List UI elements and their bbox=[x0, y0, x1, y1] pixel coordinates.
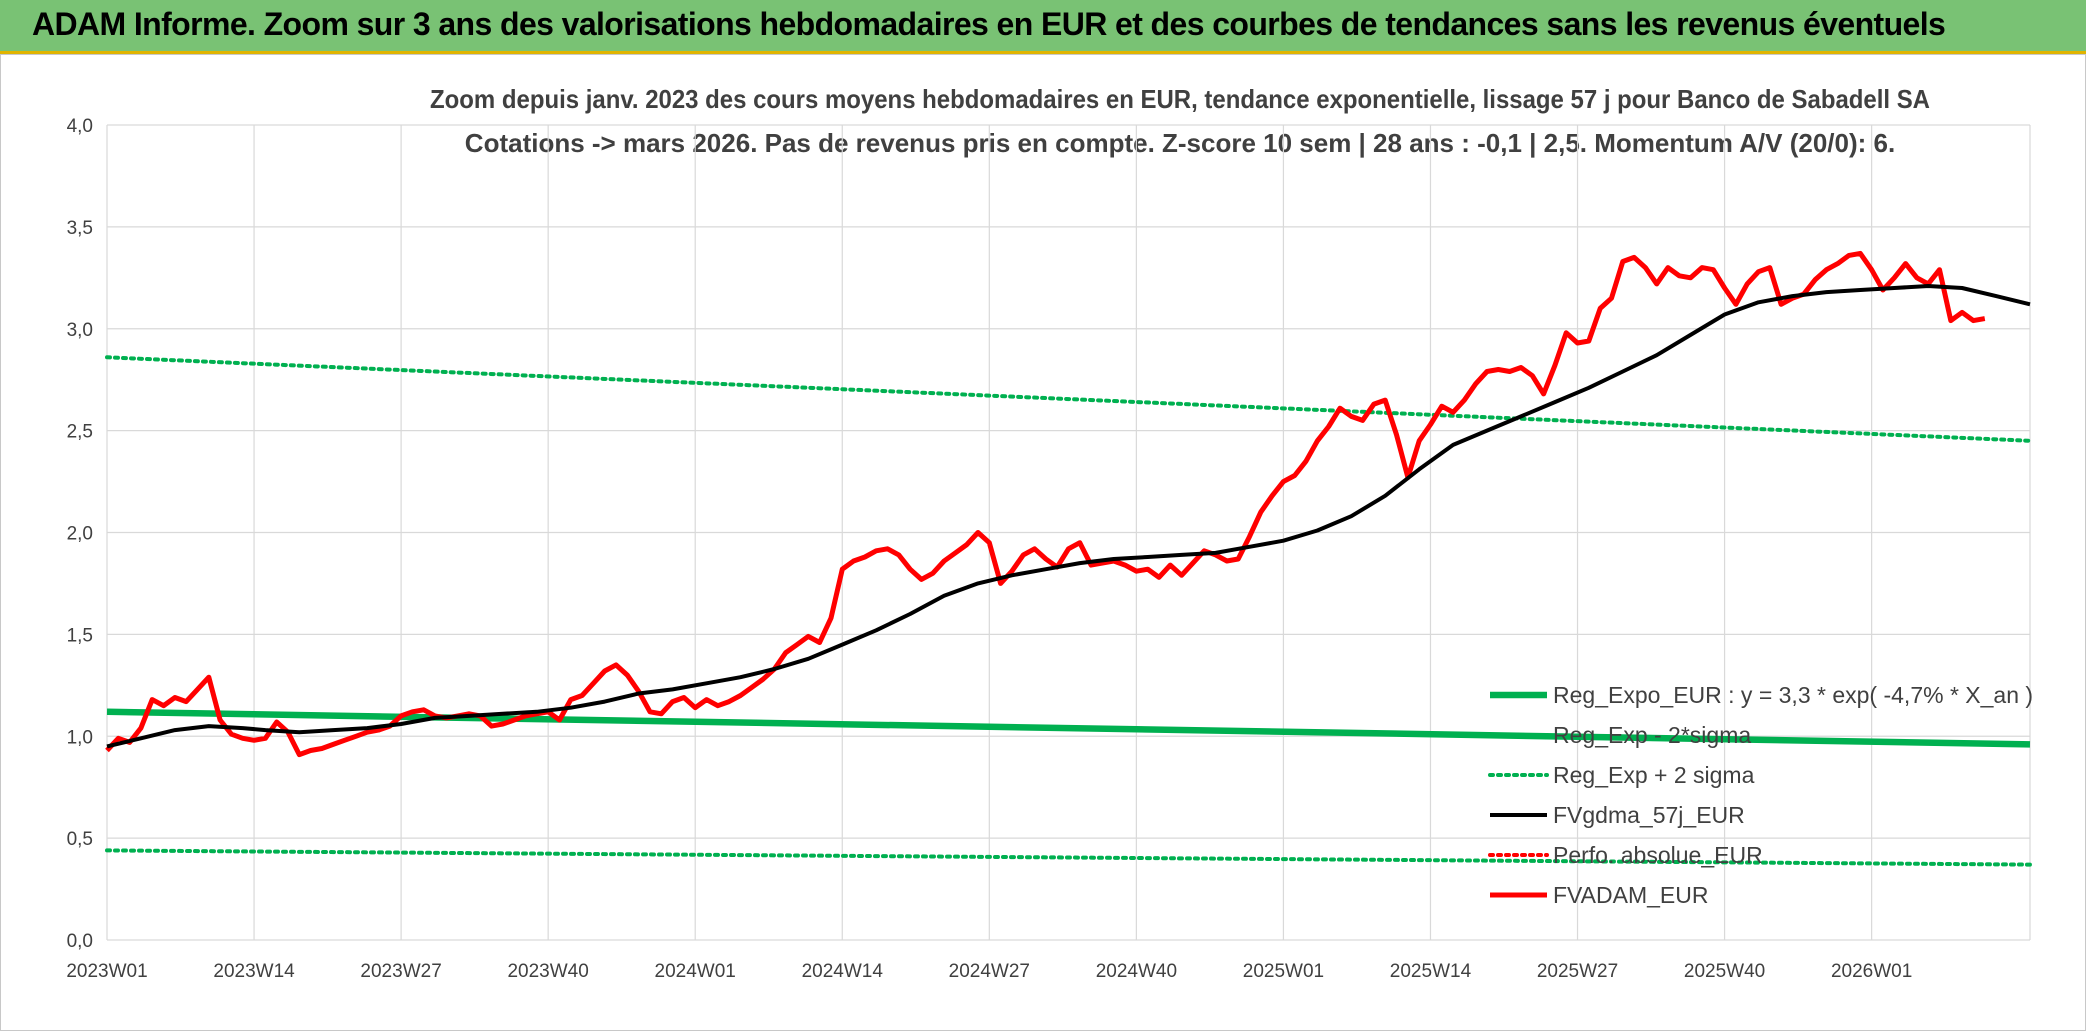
series-line-1 bbox=[105, 848, 2032, 867]
legend-label: Reg_Exp - 2*sigma bbox=[1553, 722, 1751, 748]
y-tick-label: 4,0 bbox=[67, 116, 93, 137]
chart-title-line1: Zoom depuis janv. 2023 des cours moyens … bbox=[430, 84, 1930, 114]
report-banner: ADAM Informe. Zoom sur 3 ans des valoris… bbox=[0, 0, 2086, 54]
legend: Reg_Expo_EUR : y = 3,3 * exp( -4,7% * X_… bbox=[1488, 682, 2033, 908]
x-tick-label: 2025W27 bbox=[1537, 961, 1618, 982]
series-line-2 bbox=[105, 355, 2032, 443]
x-tick-label: 2026W01 bbox=[1831, 961, 1912, 982]
series-layer bbox=[105, 250, 2032, 867]
legend-label: Perfo. absolue_EUR bbox=[1553, 842, 1763, 868]
series-line-5 bbox=[105, 250, 1986, 758]
y-tick-label: 3,0 bbox=[67, 320, 93, 341]
legend-label: FVADAM_EUR bbox=[1553, 882, 1709, 908]
y-tick-label: 3,5 bbox=[67, 218, 93, 239]
x-tick-label: 2023W27 bbox=[360, 961, 441, 982]
x-tick-label: 2024W40 bbox=[1096, 961, 1177, 982]
y-tick-label: 0,0 bbox=[67, 931, 93, 952]
x-tick-label: 2025W01 bbox=[1243, 961, 1324, 982]
x-tick-label: 2023W01 bbox=[66, 961, 147, 982]
x-tick-label: 2025W14 bbox=[1390, 961, 1472, 982]
y-tick-label: 0,5 bbox=[67, 829, 93, 850]
x-tick-label: 2024W27 bbox=[949, 961, 1030, 982]
report-title: ADAM Informe. Zoom sur 3 ans des valoris… bbox=[32, 6, 1946, 42]
chart-title-line2: Cotations -> mars 2026. Pas de revenus p… bbox=[465, 128, 1895, 158]
x-tick-label: 2025W40 bbox=[1684, 961, 1765, 982]
x-tick-label: 2024W14 bbox=[802, 961, 884, 982]
legend-label: FVgdma_57j_EUR bbox=[1553, 802, 1745, 828]
y-tick-label: 2,0 bbox=[67, 524, 93, 545]
y-tick-label: 2,5 bbox=[67, 422, 93, 443]
x-tick-label: 2023W40 bbox=[507, 961, 588, 982]
legend-label: Reg_Expo_EUR : y = 3,3 * exp( -4,7% * X_… bbox=[1553, 682, 2033, 708]
x-tick-label: 2023W14 bbox=[213, 961, 295, 982]
y-axis: 0,0 0,5 1,0 1,5 2,0 2,5 3,0 3,5 4,0 bbox=[67, 116, 93, 952]
x-axis: 2023W01 2023W14 2023W27 2023W40 2024W01 2024W… bbox=[66, 961, 1912, 982]
legend-label: Reg_Exp + 2 sigma bbox=[1553, 762, 1755, 788]
gridlines bbox=[106, 124, 2031, 941]
y-tick-label: 1,5 bbox=[67, 625, 93, 646]
series-line-3 bbox=[106, 284, 2031, 749]
y-tick-label: 1,0 bbox=[67, 727, 93, 748]
x-tick-label: 2024W01 bbox=[655, 961, 736, 982]
